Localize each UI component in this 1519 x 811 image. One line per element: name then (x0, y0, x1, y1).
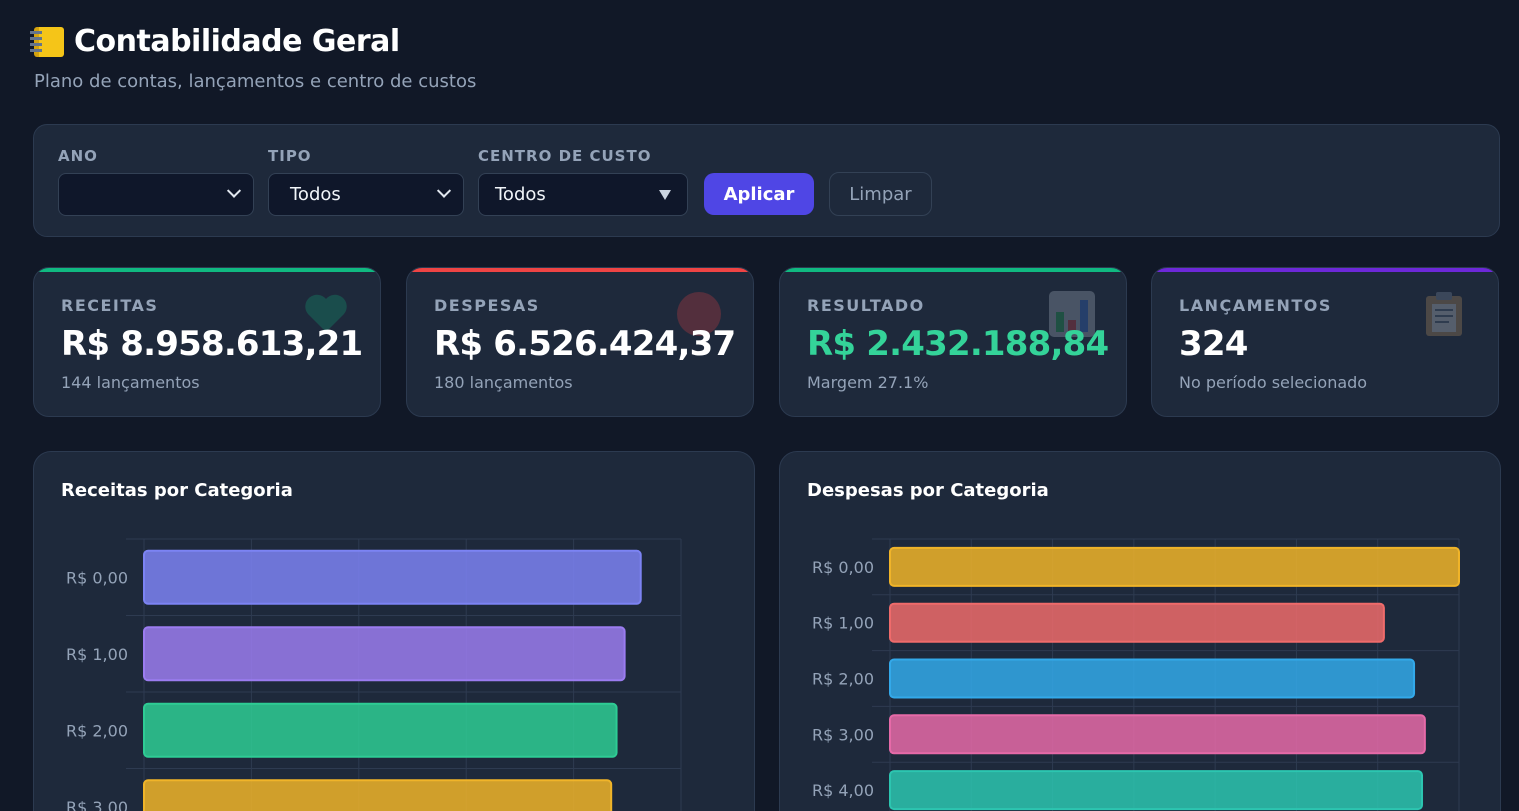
y-tick-label: R$ 3,00 (66, 798, 128, 811)
chart-bar[interactable] (143, 549, 642, 605)
kpi-subtext: Margem 27.1% (807, 373, 929, 392)
kpi-label: DESPESAS (434, 296, 540, 315)
kpi-card-revenue: RECEITAS R$ 8.958.613,21 144 lançamentos (33, 267, 381, 417)
kpi-accent-bar (34, 268, 380, 272)
apply-button[interactable]: Aplicar (704, 173, 814, 215)
cost-center-filter-label: CENTRO DE CUSTO (478, 147, 652, 165)
caret-down-icon (659, 189, 671, 200)
chevron-down-icon (226, 183, 242, 198)
y-tick-label: R$ 0,00 (812, 558, 874, 577)
kpi-value: 324 (1179, 324, 1248, 364)
type-filter-label: TIPO (268, 147, 312, 165)
kpi-label: RECEITAS (61, 296, 159, 315)
y-tick-label: R$ 4,00 (812, 781, 874, 800)
notebook-icon (30, 26, 64, 57)
chart-bar[interactable] (889, 770, 1424, 811)
chart-bar[interactable] (143, 779, 613, 811)
filter-panel: ANO TIPO Todos CENTRO DE CUSTO Todos Apl… (33, 124, 1500, 237)
expenses-chart-card: Despesas por Categoria R$ 0,00 R$ 1,00 R$ … (779, 451, 1501, 811)
kpi-accent-bar (780, 268, 1126, 272)
chevron-down-icon (436, 183, 452, 198)
green-heart-icon (305, 294, 347, 332)
y-tick-label: R$ 1,00 (812, 614, 874, 633)
chart-bar[interactable] (143, 702, 618, 758)
chart-bar[interactable] (889, 602, 1385, 643)
chart-bar[interactable] (889, 546, 1460, 587)
y-tick-label: R$ 1,00 (66, 645, 128, 664)
kpi-subtext: 144 lançamentos (61, 373, 200, 392)
kpi-value: R$ 2.432.188,84 (807, 324, 1109, 364)
kpi-label: LANÇAMENTOS (1179, 296, 1332, 315)
chart-bar[interactable] (889, 714, 1426, 755)
kpi-subtext: 180 lançamentos (434, 373, 573, 392)
title-row: Contabilidade Geral (30, 24, 476, 59)
chart-title: Despesas por Categoria (807, 480, 1049, 501)
type-select[interactable]: Todos (268, 173, 464, 216)
kpi-accent-bar (407, 268, 753, 272)
red-circle-icon (677, 292, 721, 336)
page-header: Contabilidade Geral Plano de contas, lan… (30, 24, 477, 92)
page-title: Contabilidade Geral (74, 24, 400, 59)
page-subtitle: Plano de contas, lançamentos e centro de… (34, 71, 477, 92)
chart-bar[interactable] (889, 658, 1416, 699)
year-select[interactable] (58, 173, 254, 216)
revenue-chart-card: Receitas por Categoria R$ 0,00 R$ 1,00 R$ … (33, 451, 755, 811)
year-filter-label: ANO (58, 147, 98, 165)
cost-center-select-value: Todos (495, 184, 546, 205)
y-tick-label: R$ 2,00 (66, 721, 128, 740)
cost-center-filter: CENTRO DE CUSTO Todos (478, 147, 688, 216)
kpi-label: RESULTADO (807, 296, 925, 315)
cost-center-select[interactable]: Todos (478, 173, 688, 216)
y-tick-label: R$ 2,00 (812, 670, 874, 689)
kpi-value: R$ 6.526.424,37 (434, 324, 736, 364)
bar-chart-icon (1049, 291, 1095, 337)
kpi-accent-bar (1152, 268, 1498, 272)
clear-button[interactable]: Limpar (829, 172, 932, 216)
revenue-bar-chart: R$ 0,00 R$ 1,00 R$ 2,00 R$ 3,00 (66, 538, 682, 811)
chart-bar[interactable] (143, 626, 626, 682)
y-tick-label: R$ 0,00 (66, 568, 128, 587)
kpi-card-result: RESULTADO R$ 2.432.188,84 Margem 27.1% (779, 267, 1127, 417)
kpi-subtext: No período selecionado (1179, 373, 1368, 392)
kpi-value: R$ 8.958.613,21 (61, 324, 363, 364)
chart-title: Receitas por Categoria (61, 480, 293, 501)
type-filter: TIPO Todos (268, 147, 464, 216)
y-tick-label: R$ 3,00 (812, 725, 874, 744)
kpi-card-entries: LANÇAMENTOS 324 No período selecionado (1151, 267, 1499, 417)
expenses-bar-chart: R$ 0,00 R$ 1,00 R$ 2,00 R$ 3,00 R$ 4,00 (812, 538, 1460, 811)
kpi-card-expenses: DESPESAS R$ 6.526.424,37 180 lançamentos (406, 267, 754, 417)
type-select-value: Todos (290, 184, 341, 205)
year-filter: ANO (58, 147, 254, 216)
clipboard-icon (1426, 292, 1462, 336)
